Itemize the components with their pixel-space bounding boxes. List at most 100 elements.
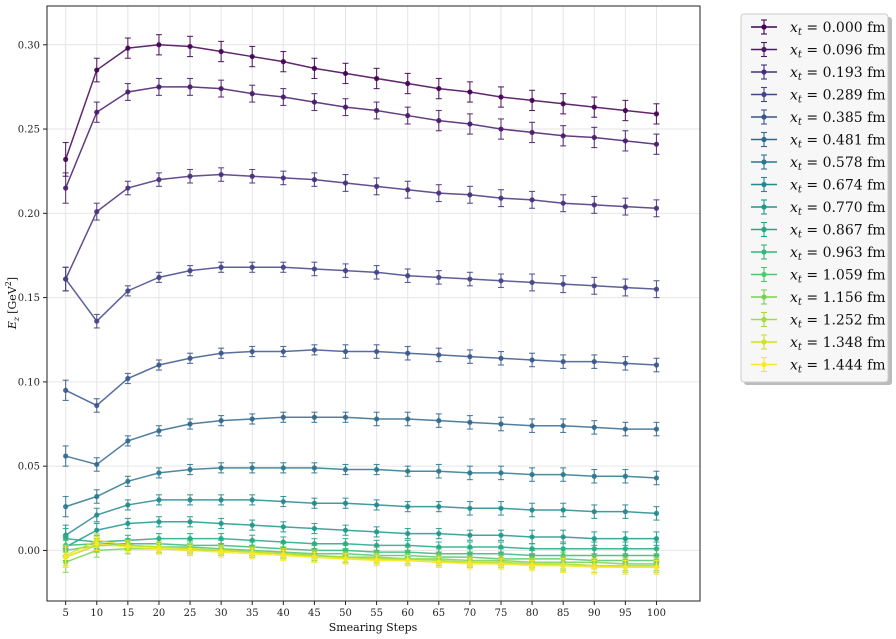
series-1 (62, 77, 660, 204)
legend-swatch-marker (761, 136, 767, 143)
legend-swatch-marker (761, 316, 767, 323)
legend-label: xt = 0.963 fm (790, 245, 886, 263)
data-point (218, 350, 224, 356)
legend-label: xt = 0.000 fm (790, 20, 886, 38)
data-point (218, 48, 224, 55)
legend-label: xt = 0.289 fm (790, 88, 886, 106)
x-tick-label: 75 (495, 608, 508, 619)
data-point (125, 478, 131, 484)
plot-frame (46, 5, 701, 602)
data-point (436, 559, 442, 565)
y-axis-label: Ez[GeV2] (4, 277, 21, 330)
data-point (529, 97, 535, 103)
data-point (218, 497, 224, 503)
legend: xt = 0.000 fm xt = 0.096 fm xt = 0.193 fm x… (740, 13, 892, 385)
series-line (65, 542, 657, 557)
data-point (187, 84, 193, 90)
data-point (249, 465, 255, 471)
data-point (653, 111, 660, 117)
legend-label: xt = 0.674 fm (790, 178, 886, 196)
y-tick-label: 0.05 (18, 462, 40, 473)
data-point (280, 465, 286, 471)
data-point (591, 104, 597, 110)
data-point (125, 544, 131, 550)
data-point (622, 138, 628, 144)
series-line (64, 86, 657, 189)
series-8 (62, 516, 660, 558)
data-point (125, 45, 131, 51)
data-point (218, 520, 224, 527)
legend-swatch-marker (761, 294, 767, 300)
y-axis: 0.00 0.05 0.10 0.15 0.20 0.25 0.30 (18, 40, 47, 557)
data-point (249, 551, 255, 557)
x-tick-label: 85 (557, 608, 570, 619)
x-tick-label: 100 (647, 608, 666, 619)
legend-label: xt = 0.193 fm (790, 65, 886, 83)
data-point (374, 75, 380, 82)
legend-swatch-marker (761, 361, 767, 368)
series-layer (62, 34, 660, 575)
x-tick-label: 50 (339, 608, 352, 619)
data-point (498, 421, 504, 427)
series-6 (62, 462, 660, 518)
x-tick-label: 40 (277, 608, 290, 619)
data-point (156, 274, 162, 280)
data-point (622, 426, 628, 432)
data-point (218, 465, 224, 471)
x-tick-label: 45 (308, 608, 321, 619)
legend-swatch-marker (761, 204, 767, 210)
series-line (64, 44, 657, 160)
legend-item-6: xt = 0.578 fm (751, 154, 886, 173)
data-point (156, 470, 162, 476)
data-point (156, 177, 162, 183)
data-point (63, 185, 69, 191)
data-point (125, 185, 131, 191)
data-point (622, 509, 628, 515)
x-tick-label: 25 (184, 608, 197, 619)
series-3 (62, 261, 660, 329)
x-tick-label: 60 (401, 608, 414, 619)
data-point (94, 527, 100, 533)
x-tick-label: 95 (619, 608, 632, 619)
data-point (187, 547, 193, 554)
legend-label: xt = 0.385 fm (790, 110, 886, 128)
data-point (436, 504, 442, 510)
data-point (311, 500, 318, 506)
data-point (467, 561, 473, 567)
data-point (560, 101, 566, 107)
data-point (156, 84, 162, 90)
data-point (187, 268, 193, 274)
legend-swatch-marker (761, 181, 767, 188)
data-point (311, 177, 318, 183)
data-point (63, 276, 69, 282)
data-point (591, 536, 597, 542)
legend-item-11: xt = 1.059 fm (751, 266, 886, 286)
data-point (529, 357, 535, 363)
data-point (653, 286, 660, 292)
data-point (125, 502, 131, 508)
data-point (467, 192, 473, 198)
data-point (622, 284, 628, 291)
data-point (436, 468, 442, 474)
data-point (436, 190, 442, 196)
data-point (94, 512, 100, 518)
legend-item-7: xt = 0.674 fm (751, 176, 886, 196)
data-point (280, 552, 286, 559)
data-point (94, 493, 100, 500)
data-point (498, 470, 504, 476)
data-point (591, 283, 597, 289)
data-point (342, 348, 349, 355)
x-tick-label: 20 (153, 608, 166, 619)
data-point (156, 428, 162, 434)
data-point (374, 269, 380, 275)
series-2 (62, 167, 660, 292)
data-point (125, 89, 131, 95)
data-point (591, 473, 597, 479)
data-point (467, 276, 473, 282)
data-point (622, 107, 628, 114)
legend-item-14: xt = 1.348 fm (751, 334, 886, 353)
data-point (529, 471, 535, 478)
x-tick-label: 15 (121, 608, 134, 619)
data-point (218, 85, 224, 92)
y-tick-label: 0.30 (18, 40, 40, 51)
